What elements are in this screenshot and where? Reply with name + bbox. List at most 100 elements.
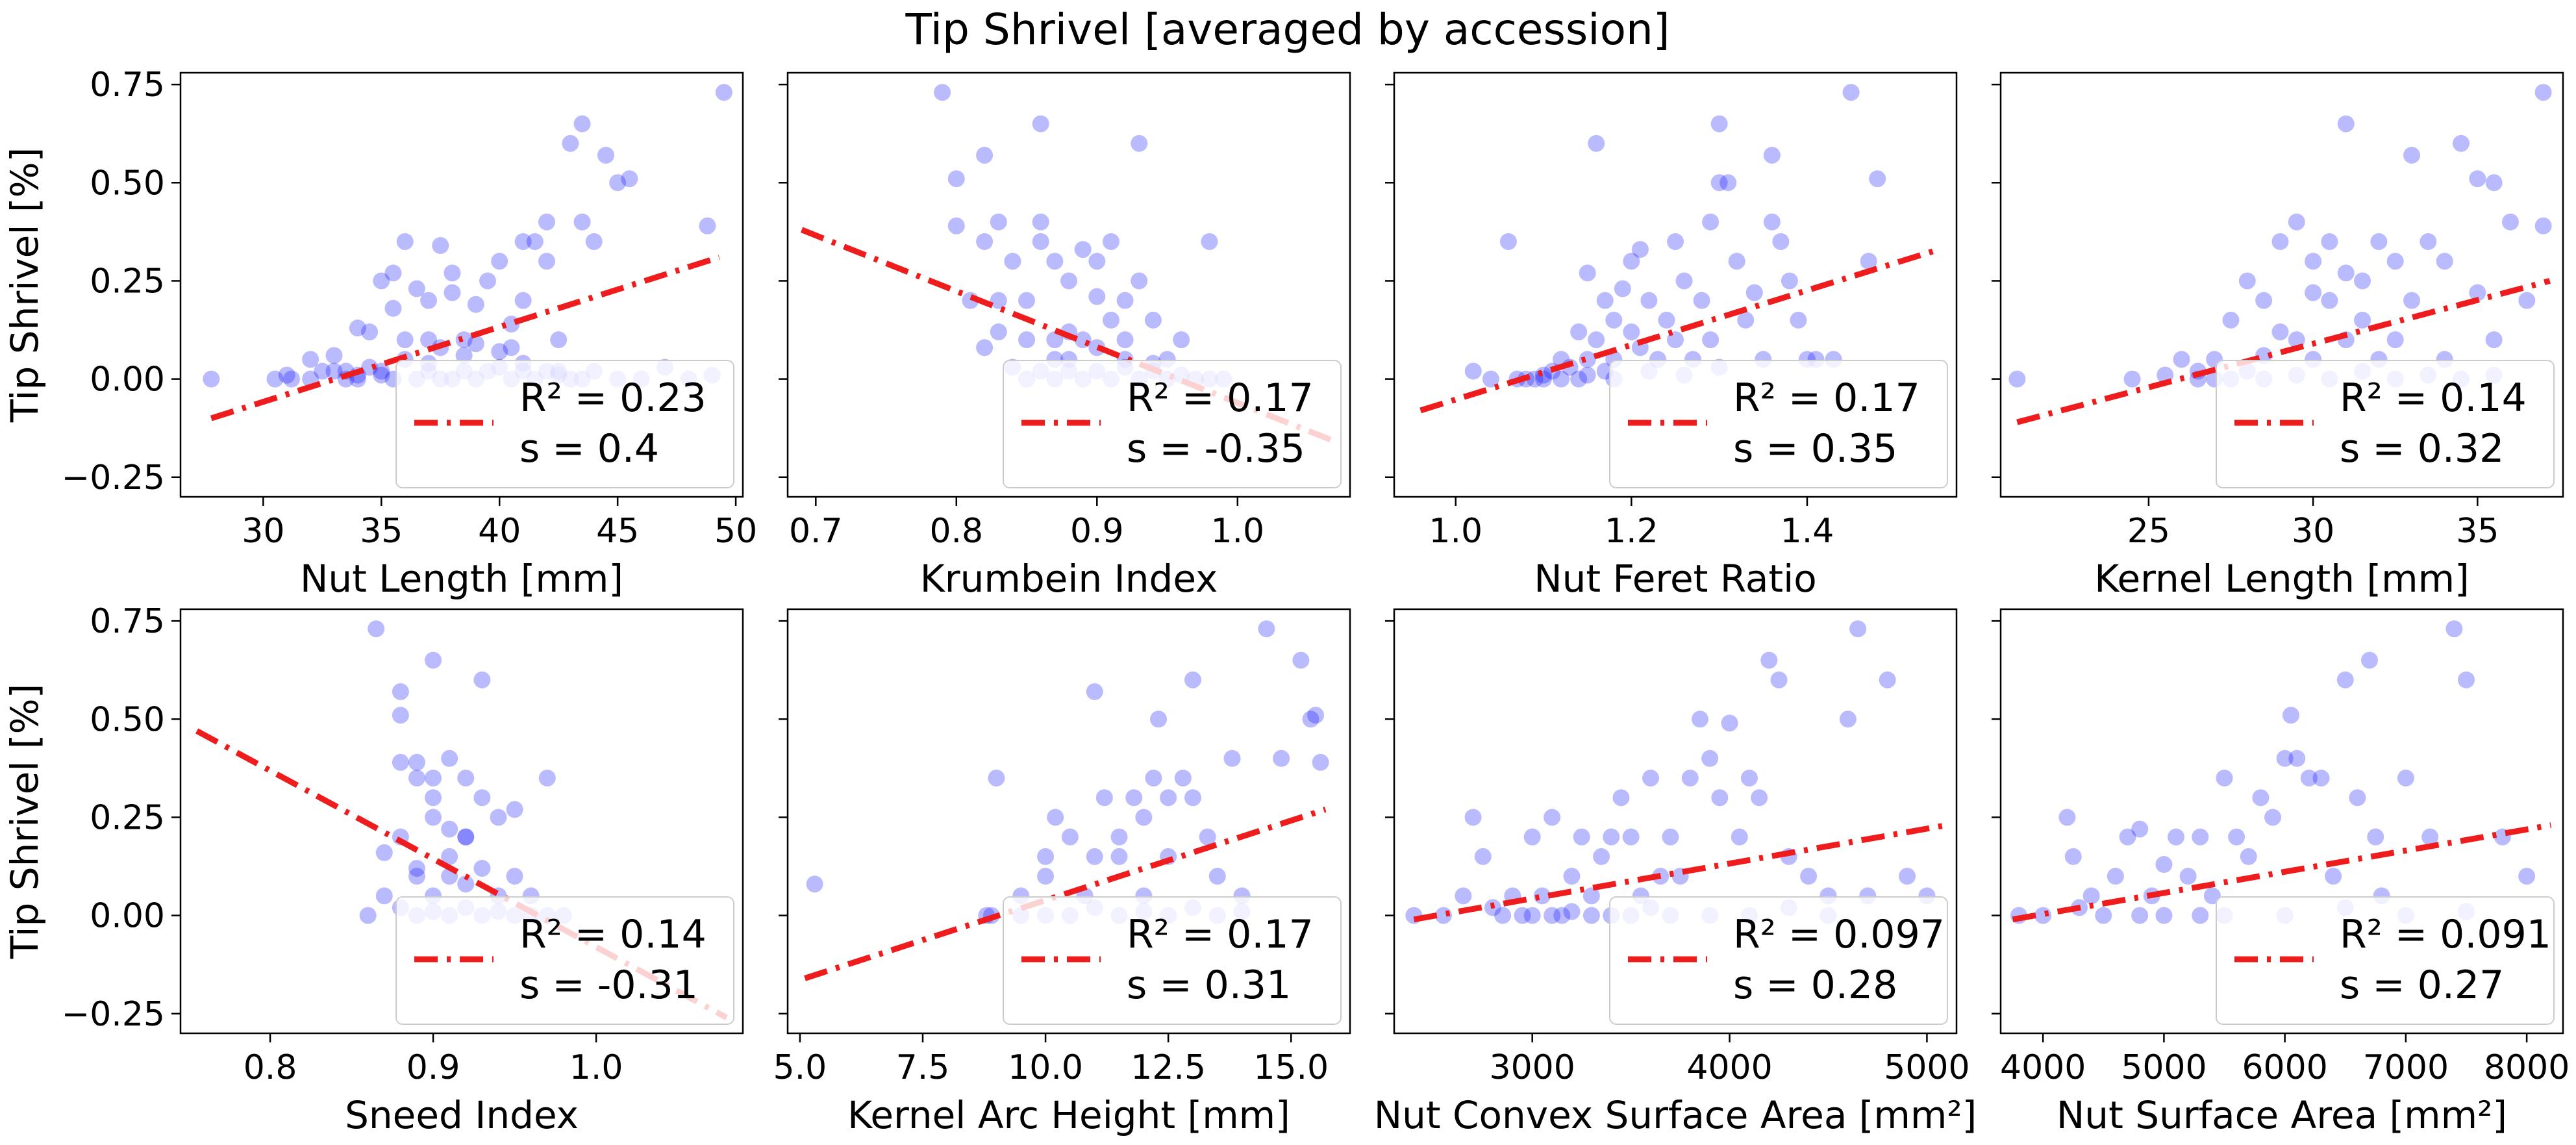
- legend-slope: s = 0.4: [519, 426, 659, 472]
- x-tick-label: 0.7: [789, 512, 843, 551]
- scatter-point: [1312, 753, 1329, 771]
- scatter-point: [699, 217, 716, 234]
- scatter-point: [2173, 351, 2190, 368]
- y-tick-label: 0.00: [90, 360, 165, 399]
- scatter-point: [392, 683, 409, 700]
- scatter-point: [2354, 272, 2371, 290]
- scatter-point: [408, 769, 425, 786]
- x-axis-label: Sneed Index: [345, 1093, 579, 1137]
- scatter-point: [2485, 174, 2503, 192]
- scatter-point: [203, 370, 220, 388]
- scatter-point: [2325, 868, 2342, 885]
- x-tick-label: 30: [2292, 512, 2334, 551]
- axes-frame: [179, 608, 744, 1035]
- legend-r2: R² = 0.23: [519, 375, 707, 421]
- scatter-point: [2354, 311, 2371, 329]
- scatter-point: [1710, 174, 1728, 192]
- scatter-point: [1553, 907, 1571, 924]
- x-tick-label: 0.9: [406, 1048, 460, 1087]
- scatter-point: [384, 299, 402, 317]
- scatter-point: [420, 292, 438, 309]
- scatter-point: [2264, 809, 2282, 826]
- scatter-point: [473, 860, 491, 877]
- scatter-point: [1662, 828, 1679, 846]
- scatter-point: [2192, 828, 2209, 846]
- x-tick-label: 1.4: [1781, 512, 1834, 551]
- x-tick-label: 4000: [2000, 1048, 2086, 1087]
- scatter-point: [990, 292, 1007, 309]
- regression-line: [2012, 822, 2552, 923]
- scatter-point: [1570, 370, 1588, 388]
- scatter-point: [1145, 769, 1162, 786]
- scatter-point: [550, 331, 568, 349]
- scatter-point: [976, 233, 994, 250]
- scatter-point: [1770, 671, 1788, 688]
- axes-frame: [179, 71, 744, 498]
- scatter-point: [1086, 848, 1103, 865]
- scatter-point: [1032, 213, 1049, 231]
- x-tick-label: 35: [360, 512, 403, 551]
- scatter-point: [1292, 651, 1310, 669]
- scatter-point: [2155, 856, 2173, 874]
- scatter-point: [1131, 134, 1148, 152]
- scatter-point: [2386, 253, 2404, 270]
- x-tick-label: 5.0: [773, 1048, 827, 1087]
- x-tick-label: 40: [478, 512, 521, 551]
- scatter-point: [384, 264, 402, 282]
- scatter-point: [1544, 907, 1561, 924]
- legend: R² = 0.17 s = 0.35: [1609, 360, 1948, 488]
- scatter-point: [1869, 170, 1886, 188]
- scatter-point: [479, 272, 497, 290]
- scatter-point: [1160, 789, 1177, 807]
- scatter-point: [1579, 351, 1596, 368]
- x-tick-label: 15.0: [1253, 1048, 1329, 1087]
- scatter-point: [1032, 233, 1049, 250]
- scatter-point: [715, 84, 732, 101]
- x-tick-label: 25: [2127, 512, 2170, 551]
- scatter-point: [1842, 84, 1860, 101]
- scatter-point: [278, 366, 295, 384]
- scatter-point: [2131, 907, 2149, 924]
- scatter-point: [2458, 671, 2475, 688]
- scatter-point: [609, 174, 627, 192]
- scatter-point: [2288, 213, 2305, 231]
- scatter-point: [1612, 789, 1630, 807]
- scatter-point: [1579, 366, 1596, 384]
- scatter-point: [1721, 714, 1738, 732]
- scatter-point: [2397, 769, 2414, 786]
- scatter-point: [2349, 789, 2366, 807]
- x-axis-label: Kernel Length [mm]: [2094, 557, 2469, 601]
- scatter-point: [2095, 907, 2112, 924]
- scatter-point: [1737, 311, 1755, 329]
- scatter-point: [1199, 828, 1216, 846]
- scatter-point: [392, 707, 409, 724]
- scatter-point: [1640, 292, 1658, 309]
- scatter-point: [2518, 292, 2536, 309]
- x-axis-label: Nut Feret Ratio: [1534, 557, 1817, 601]
- x-tick-label: 3000: [1490, 1048, 1575, 1087]
- scatter-point: [1582, 887, 1600, 905]
- scatter-point: [373, 362, 390, 380]
- y-tick-label: −0.25: [62, 459, 165, 497]
- x-axis-label: Krumbein Index: [920, 557, 1218, 601]
- scatter-point: [1740, 769, 1758, 786]
- legend: R² = 0.23 s = 0.4: [395, 360, 734, 488]
- x-tick-label: 5000: [1884, 1048, 1970, 1087]
- scatter-point: [2485, 331, 2503, 349]
- scatter-point: [1719, 174, 1737, 192]
- scatter-point: [1563, 903, 1581, 920]
- scatter-point: [2312, 769, 2330, 786]
- y-tick-label: 0.25: [90, 798, 165, 837]
- scatter-point: [408, 868, 425, 885]
- legend: R² = 0.14 s = -0.31: [395, 896, 734, 1025]
- scatter-point: [2501, 213, 2519, 231]
- scatter-point: [361, 323, 379, 341]
- scatter-point: [1061, 828, 1079, 846]
- scatter-point: [1088, 288, 1106, 305]
- scatter-point: [2216, 769, 2233, 786]
- scatter-point: [1760, 651, 1778, 669]
- y-axis-label: Tip Shrivel [%]: [3, 684, 47, 959]
- x-axis-label: Kernel Arc Height [mm]: [847, 1093, 1290, 1137]
- legend-r2: R² = 0.097: [1733, 912, 1945, 957]
- scatter-point: [1701, 749, 1719, 767]
